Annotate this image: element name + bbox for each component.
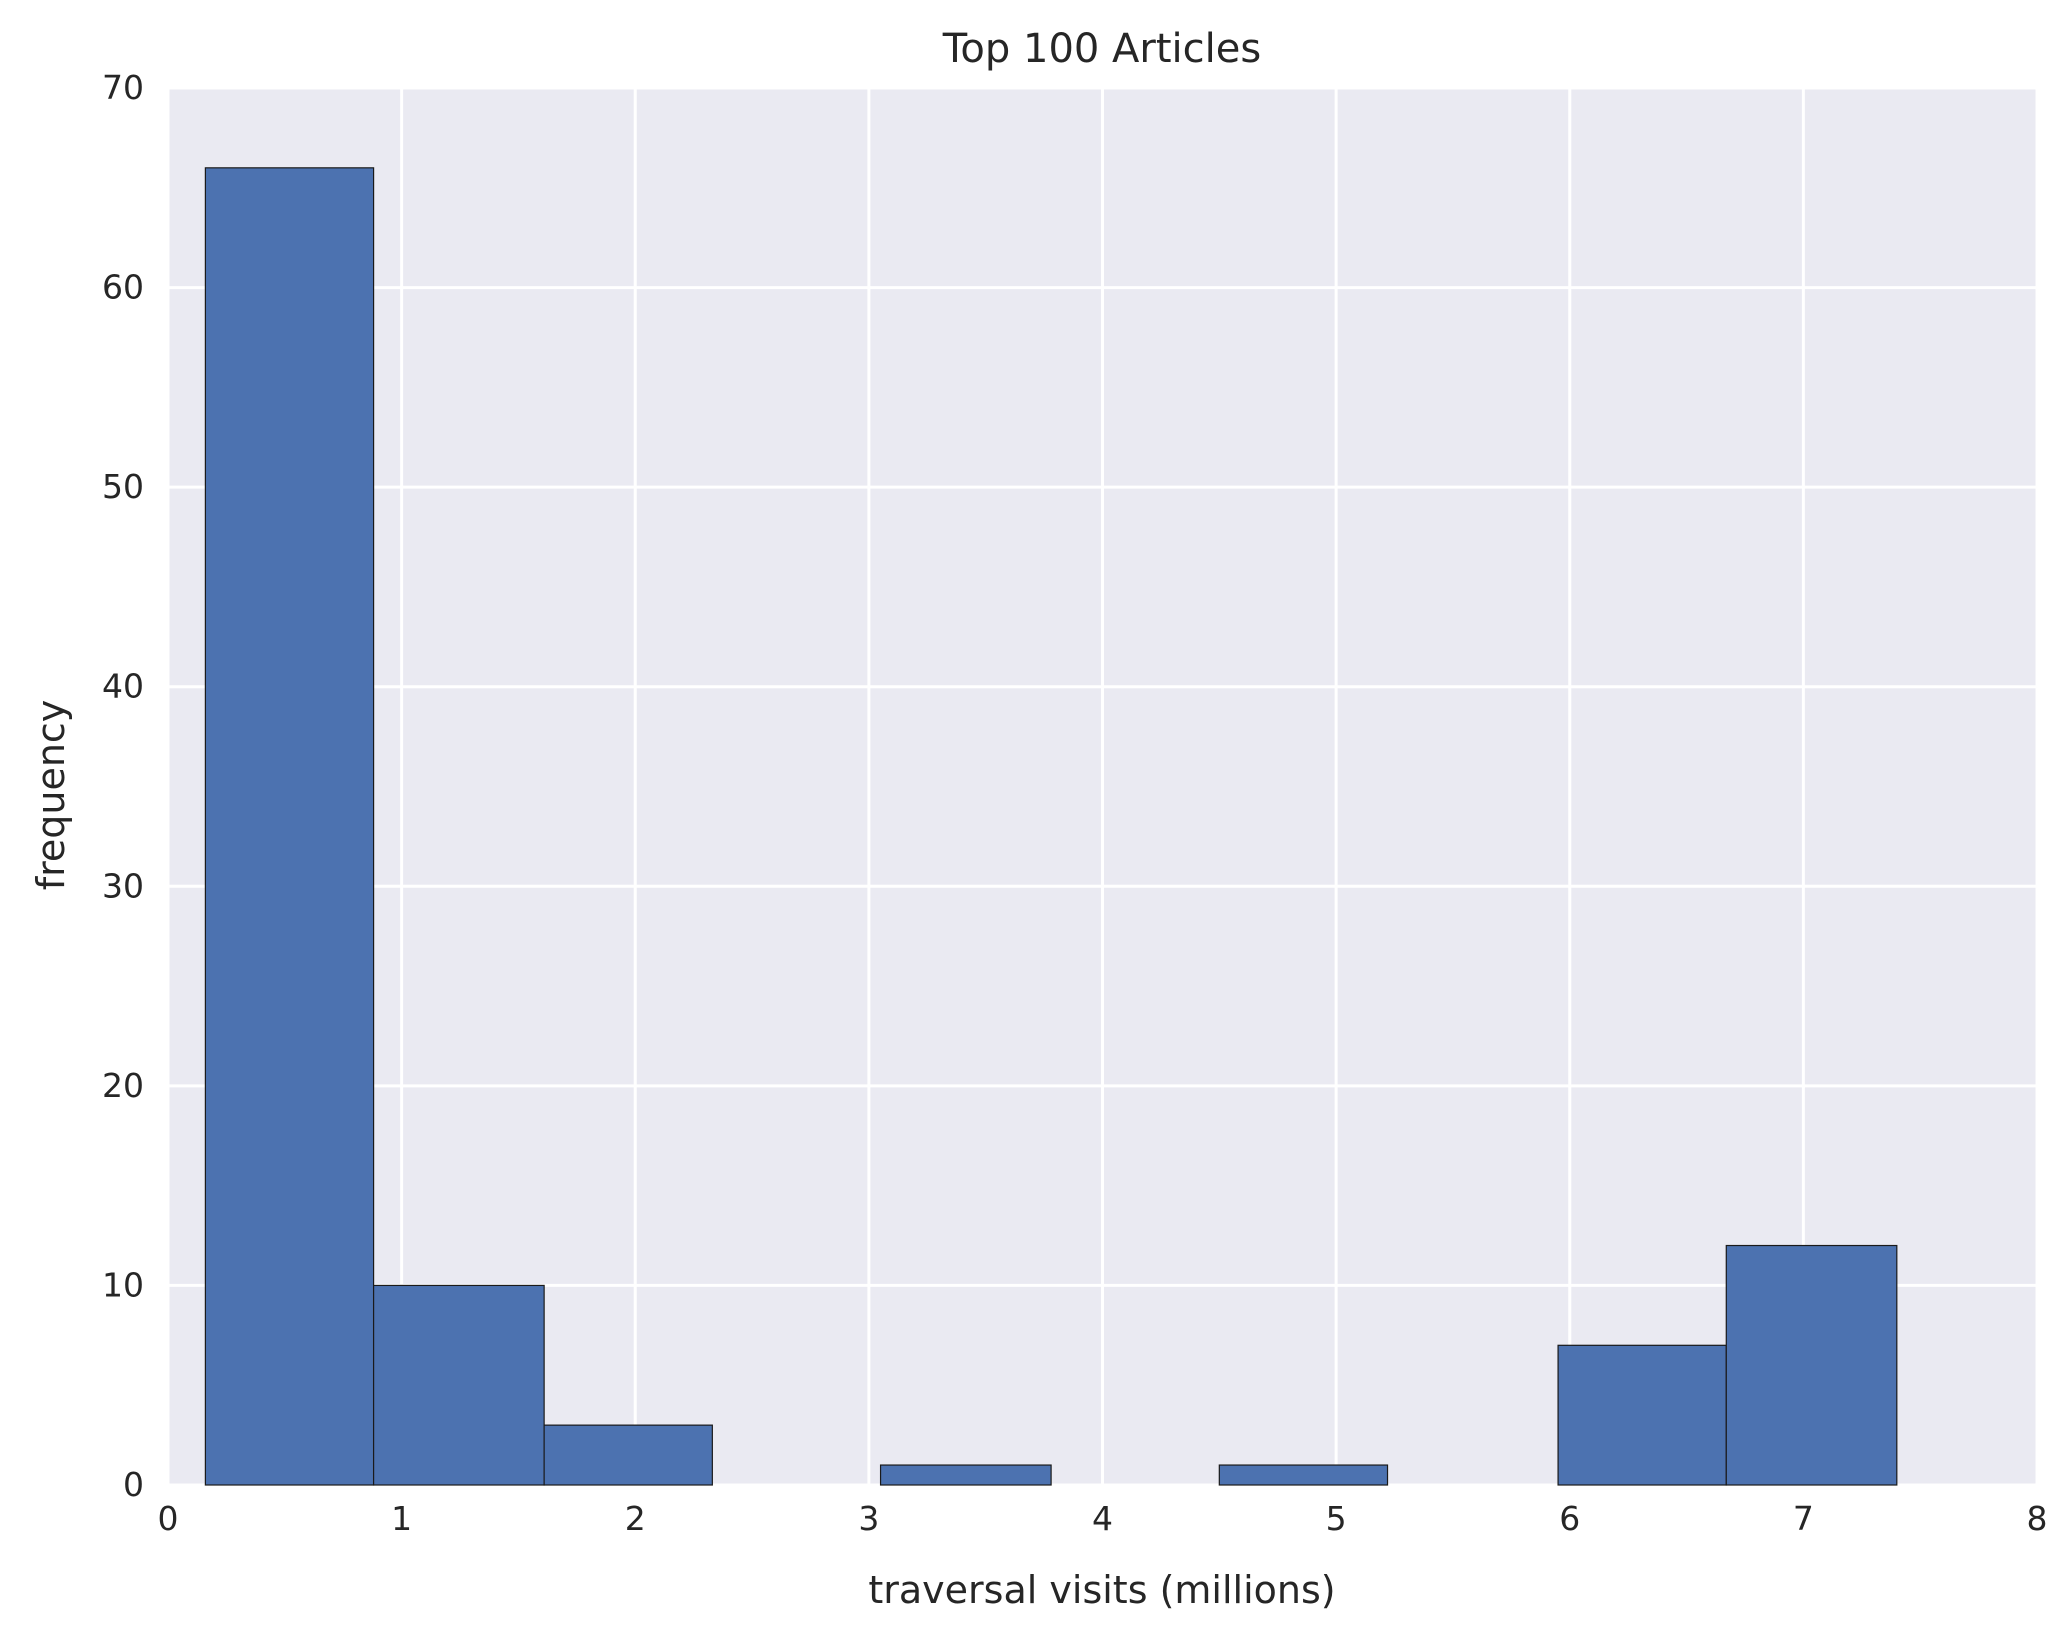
y-tick-label: 70: [102, 68, 144, 107]
x-tick-label: 1: [391, 1499, 412, 1538]
x-tick-label: 2: [625, 1499, 646, 1538]
histogram-bar: [1725, 1244, 1898, 1486]
histogram-bar: [372, 1284, 545, 1486]
x-tick-label: 6: [1559, 1499, 1580, 1538]
histogram-bars: [204, 167, 1898, 1486]
y-tick-label: 40: [102, 667, 144, 706]
y-tick-label: 30: [102, 866, 144, 905]
x-tick-label: 3: [858, 1499, 879, 1538]
y-tick-label: 10: [102, 1265, 144, 1304]
x-tick-label: 4: [1092, 1499, 1113, 1538]
y-tick-label: 50: [102, 467, 144, 506]
x-tick-label: 0: [158, 1499, 179, 1538]
histogram-bar: [543, 1424, 713, 1486]
x-tick-label: 5: [1326, 1499, 1347, 1538]
histogram-bar: [1557, 1344, 1727, 1486]
y-tick-label: 0: [123, 1465, 144, 1504]
histogram-bar: [204, 167, 375, 1486]
y-axis-label: frequency: [29, 700, 73, 891]
x-tick-labels: 0 1 2 3 4 5 6 7 8: [158, 1499, 2048, 1538]
x-tick-label: 7: [1793, 1499, 1814, 1538]
y-tick-label: 20: [102, 1066, 144, 1105]
histogram-bar: [879, 1464, 1052, 1486]
histogram-bar: [1218, 1464, 1389, 1486]
chart-title: Top 100 Articles: [942, 26, 1261, 72]
y-tick-label: 60: [102, 268, 144, 307]
x-axis-label: traversal visits (millions): [868, 1568, 1335, 1612]
y-tick-labels: 0 10 20 30 40 50 60 70: [102, 68, 144, 1504]
x-tick-label: 8: [2027, 1499, 2048, 1538]
